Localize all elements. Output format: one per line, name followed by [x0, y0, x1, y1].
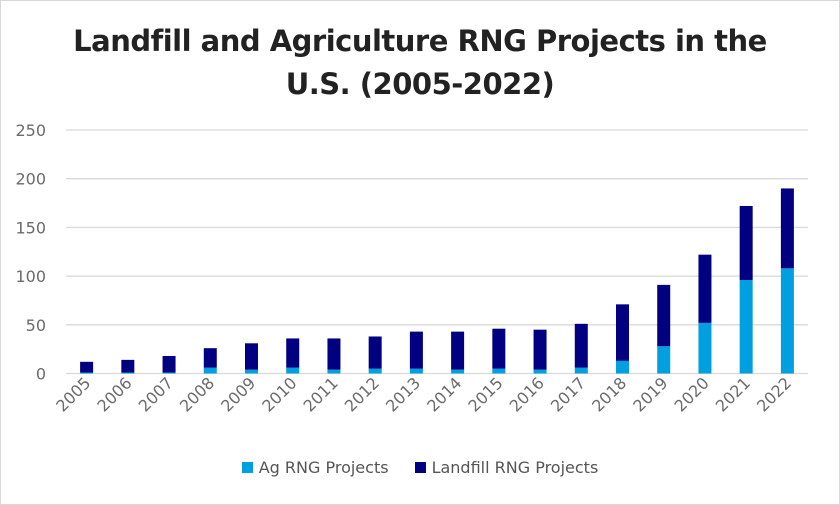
bar-ag-2013	[409, 368, 423, 374]
bar-landfill-2007	[162, 355, 176, 373]
chart-title: Landfill and Agriculture RNG Projects in…	[0, 20, 840, 106]
legend: Ag RNG Projects Landfill RNG Projects	[0, 458, 840, 477]
bar-landfill-2006	[121, 359, 135, 373]
legend-item-landfill: Landfill RNG Projects	[414, 458, 599, 477]
bar-ag-2019	[657, 346, 671, 374]
y-tick-label: 250	[15, 121, 46, 140]
y-tick-label: 150	[15, 218, 46, 237]
bar-ag-2011	[327, 369, 341, 374]
bar-ag-2022	[780, 268, 794, 374]
bar-ag-2015	[492, 368, 506, 374]
legend-swatch-ag	[241, 462, 253, 473]
bar-ag-2005	[80, 372, 94, 374]
x-tick-label: 2005	[52, 373, 94, 415]
bar-landfill-2022	[780, 188, 794, 269]
bar-landfill-2018	[616, 304, 629, 361]
bar-landfill-2021	[739, 205, 753, 280]
bar-ag-2012	[368, 368, 382, 374]
bar-landfill-2020	[698, 254, 712, 323]
chart-title-line-2: U.S. (2005-2022)	[285, 67, 555, 101]
bar-ag-2010	[286, 367, 300, 374]
x-tick-label: 2015	[464, 373, 506, 415]
bar-landfill-2013	[409, 331, 423, 369]
legend-item-ag: Ag RNG Projects	[241, 458, 389, 477]
x-tick-label: 2016	[506, 373, 548, 415]
x-tick-label: 2017	[547, 373, 589, 415]
x-tick-label: 2022	[753, 373, 795, 415]
legend-label-ag: Ag RNG Projects	[258, 458, 389, 477]
bar-ag-2016	[533, 369, 547, 374]
x-tick-label: 2020	[671, 373, 713, 415]
x-tick-label: 2008	[176, 373, 218, 415]
bar-landfill-2014	[451, 331, 465, 370]
x-tick-label: 2021	[712, 373, 754, 415]
legend-label-landfill: Landfill RNG Projects	[431, 458, 599, 477]
x-tick-label: 2011	[300, 373, 342, 415]
y-tick-label: 200	[15, 170, 46, 189]
y-tick-label: 50	[26, 316, 46, 335]
bar-ag-2006	[121, 372, 135, 374]
chart-title-line-1: Landfill and Agriculture RNG Projects in…	[73, 24, 767, 58]
legend-swatch-landfill	[414, 462, 426, 473]
bar-ag-2008	[203, 367, 217, 374]
bar-ag-2018	[616, 360, 629, 374]
bar-landfill-2017	[574, 323, 588, 368]
x-tick-label: 2007	[135, 373, 177, 415]
y-tick-label: 0	[36, 365, 46, 384]
bar-ag-2014	[451, 369, 465, 374]
x-tick-label: 2012	[341, 373, 383, 415]
bar-landfill-2015	[492, 328, 506, 369]
x-tick-label: 2018	[588, 373, 630, 415]
bar-ag-2009	[245, 369, 258, 374]
bar-landfill-2016	[533, 329, 547, 370]
bar-landfill-2012	[368, 336, 382, 369]
x-tick-label: 2010	[258, 373, 300, 415]
bar-ag-2021	[739, 279, 753, 374]
x-tick-label: 2006	[93, 373, 135, 415]
bar-landfill-2011	[327, 338, 341, 370]
bar-ag-2017	[574, 367, 588, 374]
bar-ag-2007	[162, 372, 176, 374]
x-tick-label: 2009	[217, 373, 259, 415]
bar-landfill-2019	[657, 284, 671, 347]
bar-landfill-2009	[245, 343, 258, 370]
bar-landfill-2008	[203, 348, 217, 368]
x-tick-label: 2013	[382, 373, 424, 415]
bar-ag-2020	[698, 322, 712, 374]
bar-landfill-2010	[286, 338, 300, 368]
y-tick-label: 100	[15, 267, 46, 286]
x-tick-label: 2019	[629, 373, 671, 415]
x-tick-label: 2014	[423, 373, 465, 415]
bar-landfill-2005	[80, 361, 94, 373]
